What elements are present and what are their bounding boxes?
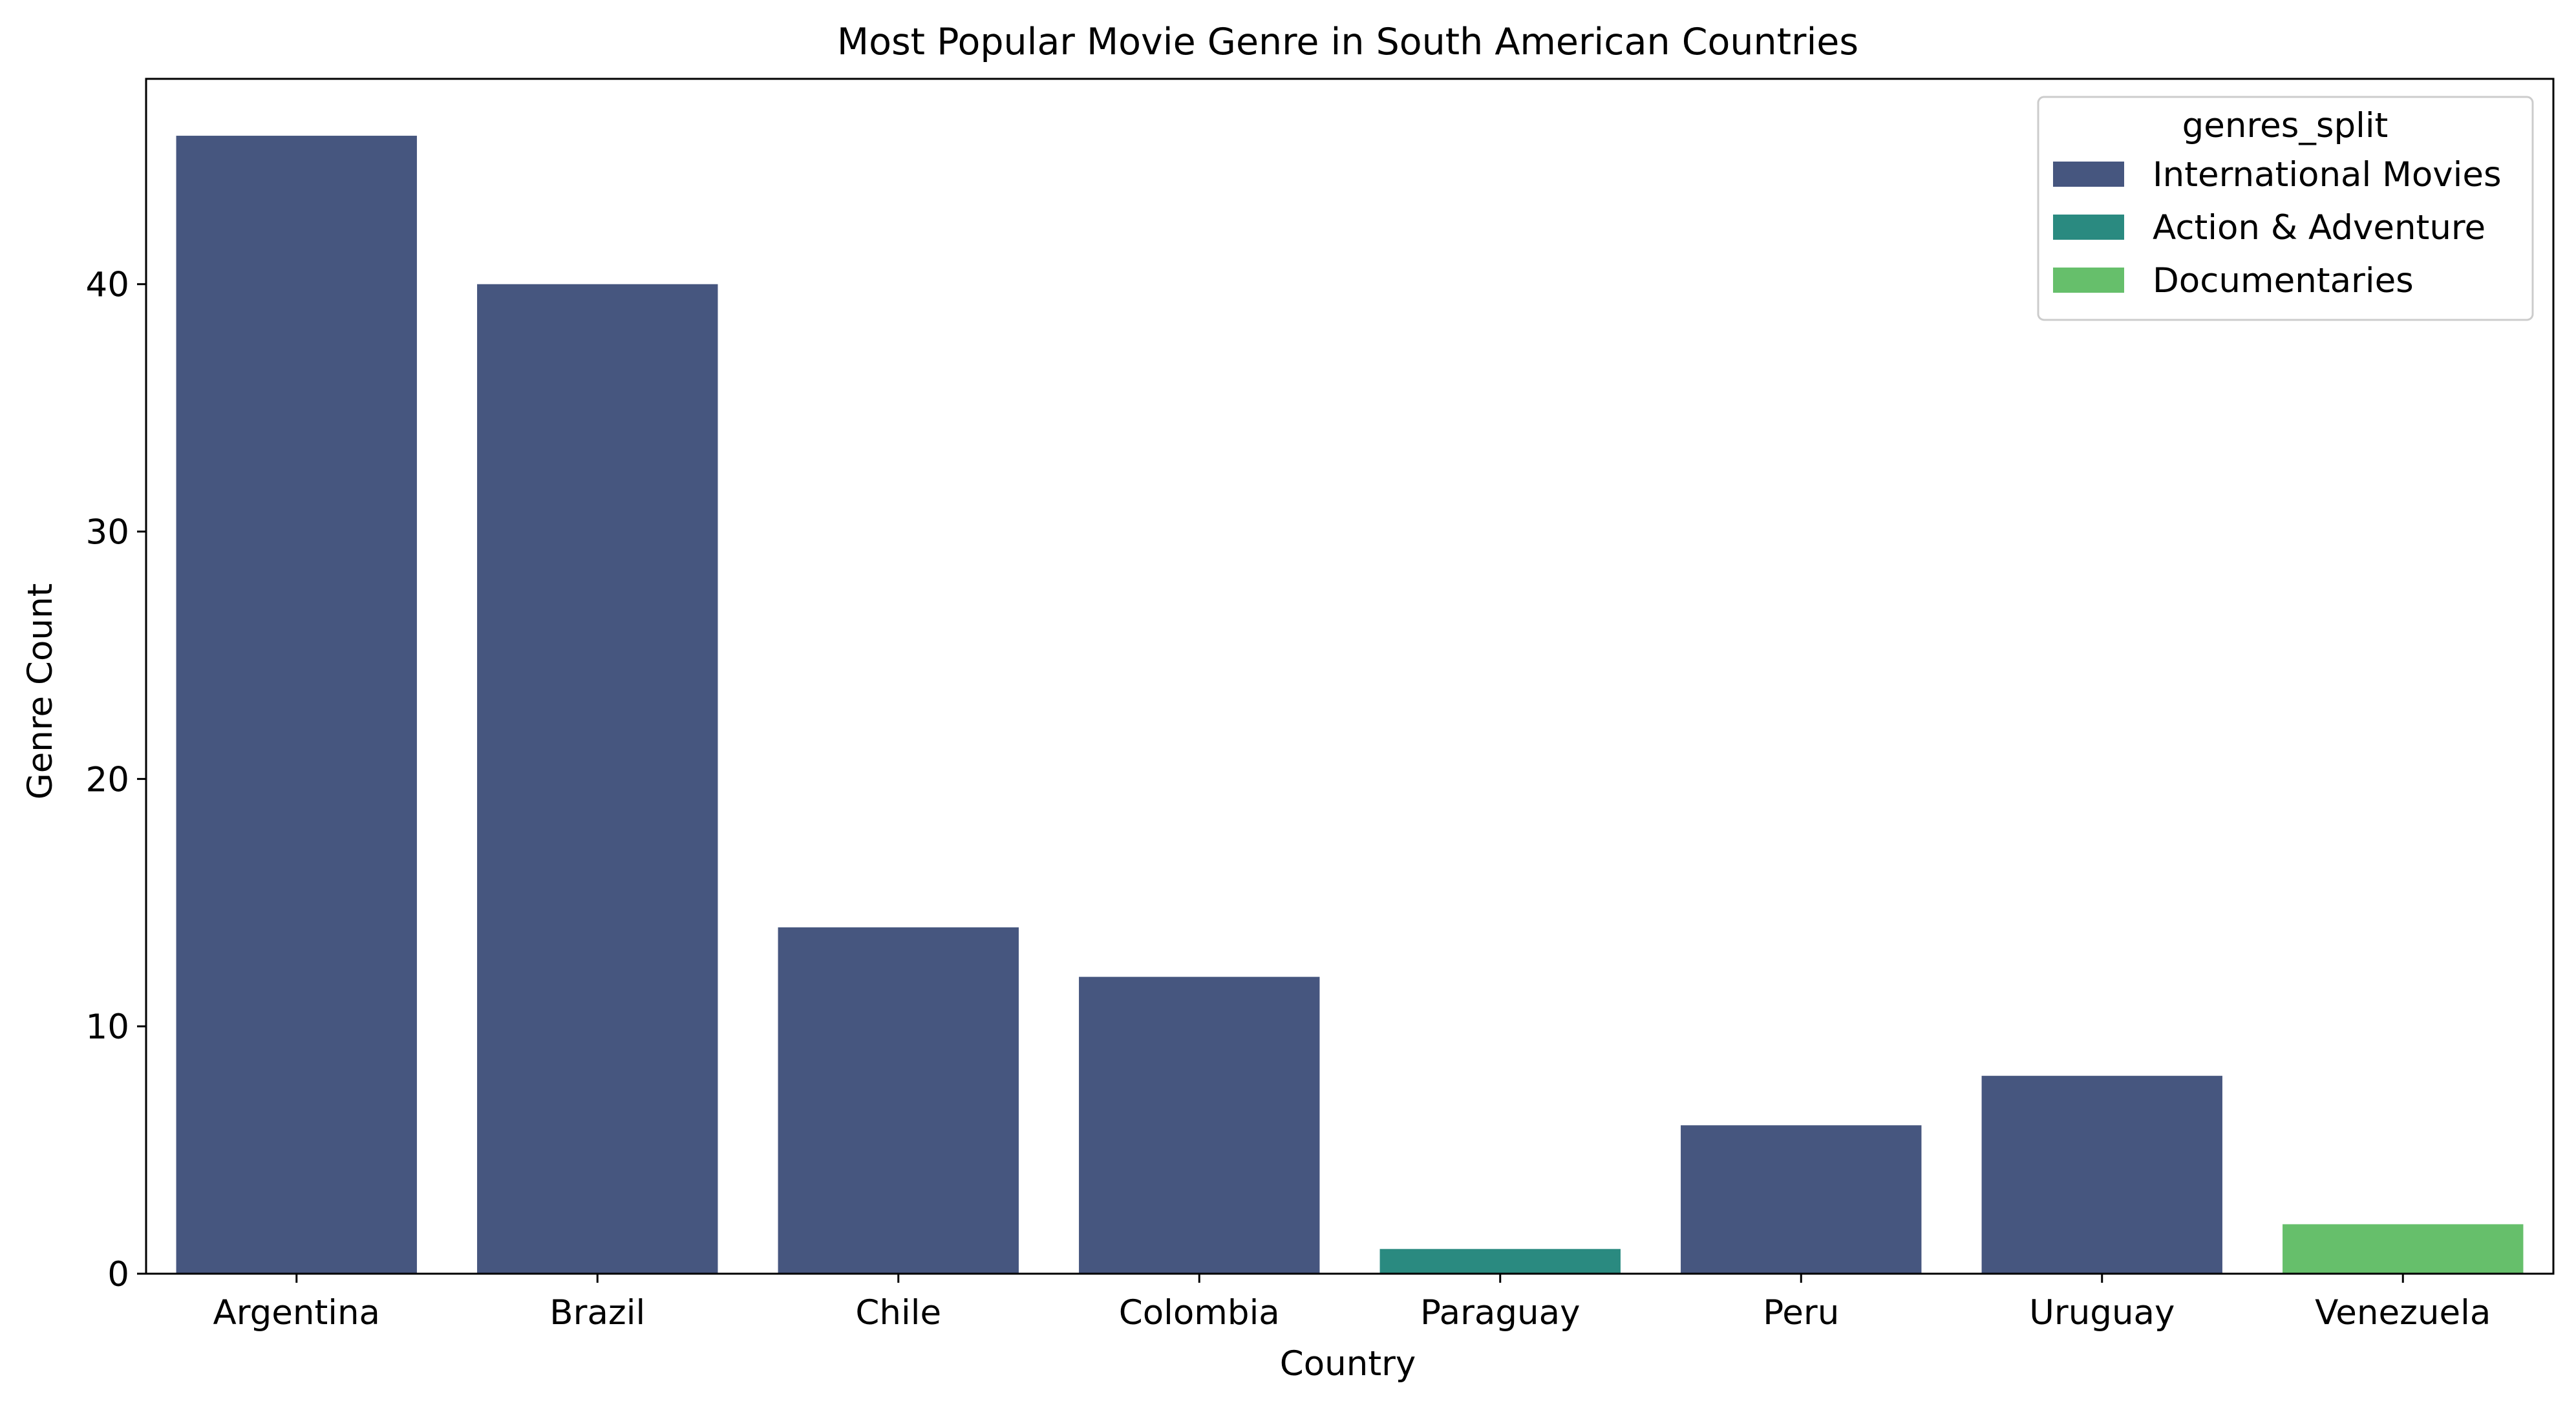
- x-tick-label: Paraguay: [1420, 1293, 1580, 1333]
- x-tick-label: Brazil: [549, 1293, 645, 1333]
- x-tick-label: Colombia: [1119, 1293, 1280, 1333]
- y-tick-label: 30: [86, 513, 129, 553]
- legend-label: International Movies: [2153, 155, 2502, 195]
- x-axis-ticks: Argentina Brazil Chile Colombia Paraguay Peru…: [213, 1274, 2491, 1333]
- y-axis-ticks: 0 10 20 30 40: [86, 266, 146, 1294]
- bar-peru: [1681, 1125, 1922, 1274]
- x-tick-label: Uruguay: [2029, 1293, 2175, 1333]
- bar-uruguay: [1981, 1075, 2222, 1274]
- legend-label: Action & Adventure: [2153, 208, 2486, 248]
- legend-label: Documentaries: [2153, 261, 2414, 300]
- legend-swatch: [2053, 215, 2124, 240]
- legend: genres_split International Movies Action …: [2037, 96, 2534, 321]
- bar-paraguay: [1379, 1249, 1621, 1274]
- bars-layer: [176, 136, 2524, 1274]
- plot-frame: [145, 78, 2555, 1275]
- x-tick-label: Argentina: [213, 1293, 380, 1333]
- chart-title: Most Popular Movie Genre in South Americ…: [837, 21, 1858, 63]
- x-tick-label: Venezuela: [2315, 1293, 2491, 1333]
- bar-argentina: [176, 136, 417, 1274]
- x-tick-label: Peru: [1763, 1293, 1839, 1333]
- y-axis-label: Genre Count: [21, 584, 60, 800]
- bar-chile: [778, 927, 1019, 1274]
- bar-brazil: [477, 284, 718, 1274]
- x-axis-label: Country: [1280, 1344, 1416, 1384]
- x-tick-label: Chile: [855, 1293, 941, 1333]
- legend-entries: International Movies Action & Adventure Do…: [2053, 155, 2502, 300]
- y-tick-label: 20: [86, 760, 129, 799]
- legend-box: [2037, 96, 2534, 321]
- y-tick-label: 10: [86, 1007, 129, 1047]
- bar-colombia: [1079, 976, 1320, 1274]
- legend-title: genres_split: [2182, 106, 2389, 145]
- bar-venezuela: [2283, 1224, 2524, 1274]
- legend-swatch: [2053, 162, 2124, 187]
- legend-swatch: [2053, 268, 2124, 293]
- y-tick-label: 40: [86, 266, 129, 305]
- y-tick-label: 0: [107, 1255, 129, 1294]
